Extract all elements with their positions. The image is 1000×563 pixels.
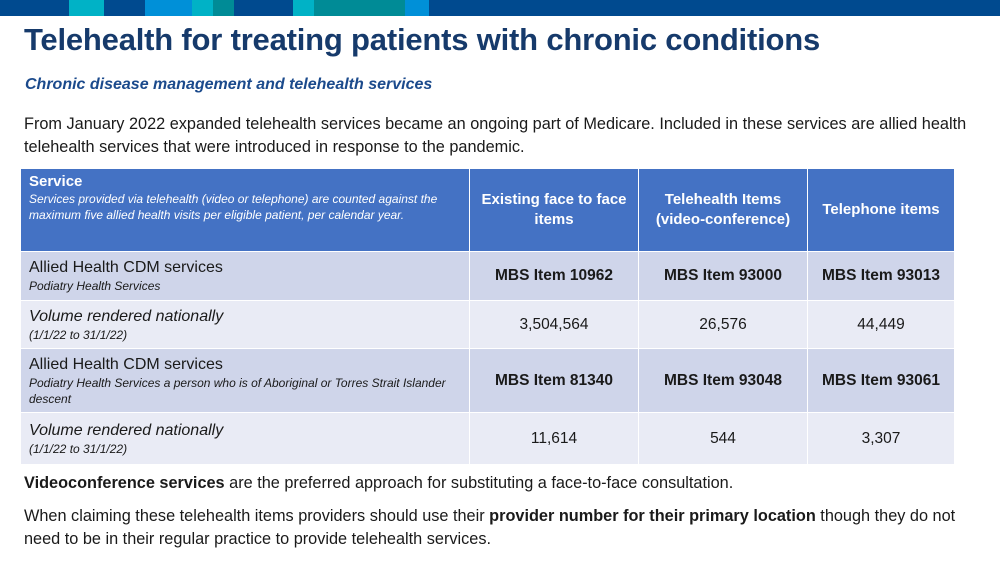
- header-service-title: Service: [29, 173, 83, 190]
- row-label: Allied Health CDM services: [29, 259, 223, 276]
- cell-face-to-face: MBS Item 81340: [469, 348, 639, 413]
- row-label-cell: Allied Health CDM services Podiatry Heal…: [20, 251, 470, 301]
- page-subtitle: Chronic disease management and telehealt…: [25, 76, 433, 93]
- provider-text-before: When claiming these telehealth items pro…: [24, 507, 490, 525]
- header-telephone: Telephone items: [807, 168, 955, 252]
- row-note: (1/1/22 to 31/1/22): [29, 441, 128, 456]
- top-decorative-bar: [0, 0, 1000, 16]
- row-note: Podiatry Health Services: [29, 279, 161, 293]
- topbar-segment: [293, 0, 314, 16]
- topbar-segment: [145, 0, 192, 16]
- provider-number-emphasis: provider number for their primary locati…: [489, 507, 816, 525]
- cell-telephone: MBS Item 93061: [807, 348, 955, 413]
- table-row: Volume rendered nationally (1/1/22 to 31…: [20, 412, 955, 465]
- header-face-to-face: Existing face to face items: [469, 168, 639, 252]
- provider-text-after: though they do not need to be in their r…: [24, 507, 956, 548]
- table-row: Allied Health CDM services Podiatry Heal…: [20, 348, 955, 413]
- intro-paragraph: From January 2022 expanded telehealth se…: [24, 115, 967, 156]
- cell-telephone: 44,449: [807, 300, 955, 349]
- telehealth-services-table: Service Services provided via telehealth…: [20, 168, 955, 465]
- cell-video-conference: MBS Item 93048: [638, 348, 808, 413]
- row-label: Allied Health CDM services: [29, 355, 223, 373]
- table-row: Volume rendered nationally (1/1/22 to 31…: [20, 300, 955, 349]
- cell-telephone: MBS Item 93013: [807, 251, 955, 301]
- row-note: (1/1/22 to 31/1/22): [29, 327, 128, 342]
- header-service: Service Services provided via telehealth…: [20, 168, 470, 252]
- videoconference-emphasis: Videoconference services: [24, 474, 225, 492]
- row-label: Volume rendered nationally: [29, 421, 224, 439]
- provider-number-paragraph: When claiming these telehealth items pro…: [24, 505, 974, 551]
- cell-video-conference: MBS Item 93000: [638, 251, 808, 301]
- row-label-cell: Allied Health CDM services Podiatry Heal…: [20, 348, 470, 413]
- row-label: Volume rendered nationally: [29, 307, 224, 325]
- cell-face-to-face: 11,614: [469, 412, 639, 465]
- row-note: Podiatry Health Services a person who is…: [29, 375, 446, 406]
- cell-telephone: 3,307: [807, 412, 955, 465]
- row-label-cell: Volume rendered nationally (1/1/22 to 31…: [20, 300, 470, 349]
- cell-video-conference: 26,576: [638, 300, 808, 349]
- videoconference-text: are the preferred approach for substitut…: [224, 474, 734, 492]
- header-service-note: Services provided via telehealth (video …: [29, 192, 438, 222]
- topbar-segment: [213, 0, 234, 16]
- row-label-cell: Volume rendered nationally (1/1/22 to 31…: [20, 412, 470, 465]
- videoconference-paragraph: Videoconference services are the preferr…: [24, 472, 974, 495]
- topbar-segment: [405, 0, 429, 16]
- table-header-row: Service Services provided via telehealth…: [20, 168, 955, 252]
- topbar-segment: [69, 0, 104, 16]
- cell-video-conference: 544: [638, 412, 808, 465]
- topbar-segment: [314, 0, 405, 16]
- page-title: Telehealth for treating patients with ch…: [24, 22, 821, 57]
- cell-face-to-face: 3,504,564: [469, 300, 639, 349]
- header-video-conference: Telehealth Items (video-conference): [638, 168, 808, 252]
- cell-face-to-face: MBS Item 10962: [469, 251, 639, 301]
- table-row: Allied Health CDM services Podiatry Heal…: [20, 251, 955, 301]
- topbar-segment: [192, 0, 213, 16]
